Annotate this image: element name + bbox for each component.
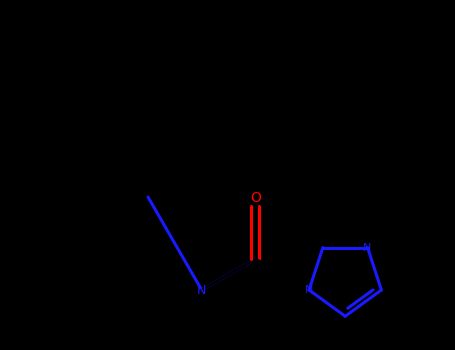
Text: O: O bbox=[250, 191, 261, 205]
Text: N: N bbox=[197, 284, 207, 296]
Text: N: N bbox=[305, 285, 313, 295]
Text: N: N bbox=[364, 243, 372, 252]
